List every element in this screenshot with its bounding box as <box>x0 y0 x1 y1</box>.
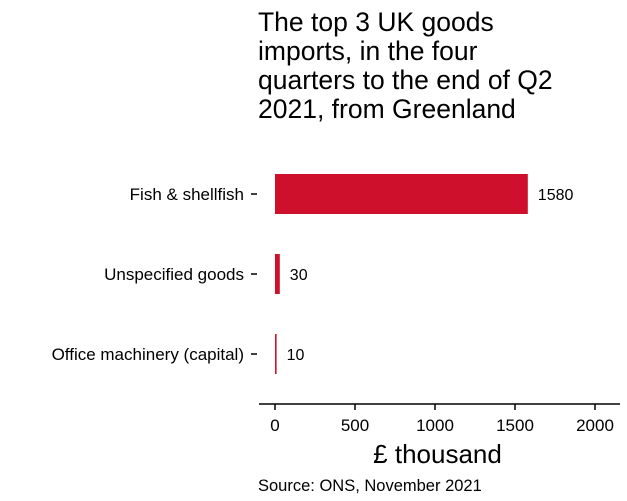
bars <box>275 174 528 374</box>
data-labels: 1580 30 10 <box>287 187 574 364</box>
source-note: Source: ONS, November 2021 <box>258 477 482 495</box>
x-axis: 0 500 1000 1500 2000 <box>259 403 620 435</box>
y-tick-label: Office machinery (capital) <box>52 345 244 364</box>
data-label: 1580 <box>538 187 574 204</box>
data-label: 30 <box>290 267 308 284</box>
x-axis-title: £ thousand <box>373 439 502 469</box>
bar <box>275 334 277 374</box>
y-tick-label: Fish & shellfish <box>130 185 244 204</box>
x-tick-label: 1500 <box>496 416 534 435</box>
y-axis: Fish & shellfish Unspecified goods Office … <box>52 185 257 364</box>
x-tick-label: 2000 <box>576 416 614 435</box>
chart-title: The top 3 UK goods imports, in the four … <box>258 7 553 124</box>
x-tick-label: 500 <box>341 416 369 435</box>
bar <box>275 254 280 294</box>
data-label: 10 <box>287 347 305 364</box>
bar <box>275 174 528 214</box>
x-tick-label: 0 <box>270 416 279 435</box>
x-tick-label: 1000 <box>416 416 454 435</box>
y-tick-label: Unspecified goods <box>104 265 244 284</box>
